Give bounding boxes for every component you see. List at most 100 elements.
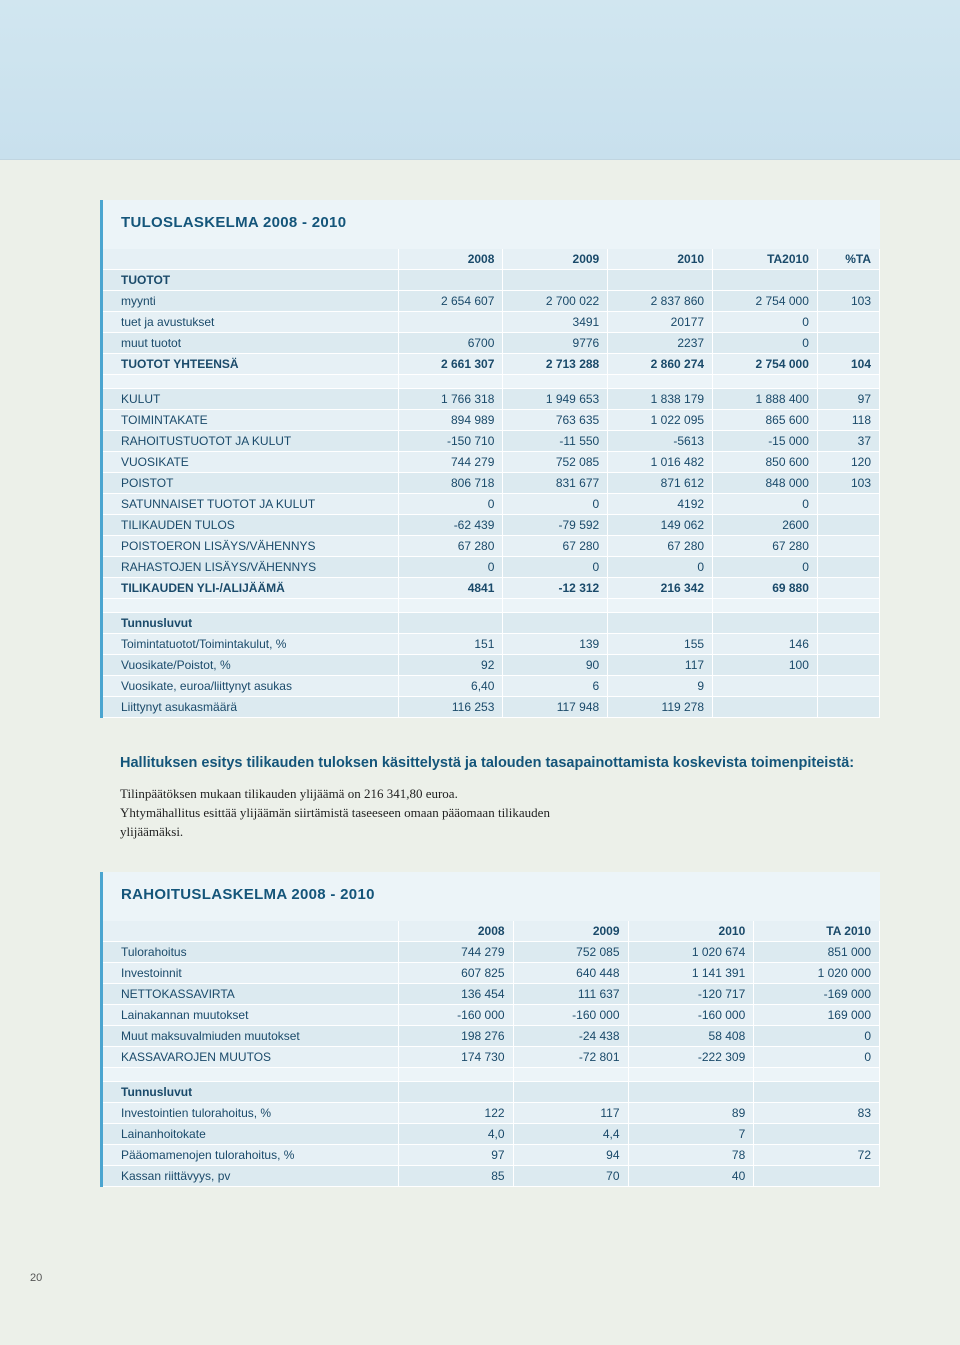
table-cell: 6,40 [398,676,503,697]
table-row: Tunnusluvut [103,1081,880,1102]
page-content: TULOSLASKELMA 2008 - 2010 200820092010TA… [0,160,960,1252]
table-row: Liittynyt asukasmäärä116 253117 948119 2… [103,697,880,718]
table-cell: -160 000 [398,1004,513,1025]
table-cell: 2 654 607 [398,291,503,312]
table-cell [608,375,713,389]
table-cell [503,599,608,613]
tuloslaskelma-panel: TULOSLASKELMA 2008 - 2010 200820092010TA… [100,200,880,718]
table-cell [628,1081,754,1102]
table-cell: 851 000 [754,941,880,962]
table-cell: KULUT [103,389,398,410]
column-header: 2008 [398,249,503,270]
table-cell: 100 [713,655,818,676]
table-cell: 2600 [713,515,818,536]
table-cell: 1 016 482 [608,452,713,473]
table-cell: Investointien tulorahoitus, % [103,1102,398,1123]
table-cell: 9 [608,676,713,697]
table-cell: 744 279 [398,941,513,962]
table-cell [713,270,818,291]
table-cell: 9776 [503,333,608,354]
table-cell: 149 062 [608,515,713,536]
table-cell [503,375,608,389]
rahoituslaskelma-title: RAHOITUSLASKELMA 2008 - 2010 [103,872,880,921]
table-row: TUOTOT [103,270,880,291]
table-cell: tuet ja avustukset [103,312,398,333]
table-cell [817,676,879,697]
table-row [103,599,880,613]
table-row: TOIMINTAKATE894 989763 6351 022 095865 6… [103,410,880,431]
table-cell: -79 592 [503,515,608,536]
table-cell [513,1081,628,1102]
column-header: 2009 [513,921,628,942]
table-cell: TUOTOT YHTEENSÄ [103,354,398,375]
table-cell: Tunnusluvut [103,1081,398,1102]
table-cell: 763 635 [503,410,608,431]
table-cell: 894 989 [398,410,503,431]
table-cell [817,312,879,333]
table-cell: 120 [817,452,879,473]
table-cell: TUOTOT [103,270,398,291]
table-cell: 67 280 [398,536,503,557]
table-cell: 865 600 [713,410,818,431]
table-cell: 1 022 095 [608,410,713,431]
column-header: 2008 [398,921,513,942]
table-cell: 4,4 [513,1123,628,1144]
table-cell [817,494,879,515]
table-cell: Lainanhoitokate [103,1123,398,1144]
table-cell: 871 612 [608,473,713,494]
table-cell [713,613,818,634]
table-cell: 216 342 [608,578,713,599]
table-cell: Muut maksuvalmiuden muutokset [103,1025,398,1046]
table-cell: -120 717 [628,983,754,1004]
rahoituslaskelma-panel: RAHOITUSLASKELMA 2008 - 2010 20082009201… [100,872,880,1187]
table-cell: 40 [628,1165,754,1186]
table-cell: 6700 [398,333,503,354]
table-cell: 118 [817,410,879,431]
table-cell: Pääomamenojen tulorahoitus, % [103,1144,398,1165]
table-row: TILIKAUDEN YLI-/ALIJÄÄMÄ4841-12 312216 3… [103,578,880,599]
table-row: Tulorahoitus744 279752 0851 020 674851 0… [103,941,880,962]
table-cell: 7 [628,1123,754,1144]
table-row: KASSAVAROJEN MUUTOS174 730-72 801-222 30… [103,1046,880,1067]
table-cell [608,270,713,291]
column-header [103,249,398,270]
table-cell: 0 [398,494,503,515]
table-cell: 850 600 [713,452,818,473]
header-band [0,0,960,160]
table-cell [817,375,879,389]
table-cell: TILIKAUDEN TULOS [103,515,398,536]
table-row: TILIKAUDEN TULOS-62 439-79 592149 062260… [103,515,880,536]
table-cell: 103 [817,291,879,312]
table-cell [608,613,713,634]
table-cell [817,515,879,536]
prose-text: Tilinpäätöksen mukaan tilikauden ylijääm… [120,785,580,842]
table-cell: 85 [398,1165,513,1186]
table-cell: 111 637 [513,983,628,1004]
table-cell: VUOSIKATE [103,452,398,473]
table-cell: 72 [754,1144,880,1165]
table-cell: KASSAVAROJEN MUUTOS [103,1046,398,1067]
table-row: Tunnusluvut [103,613,880,634]
table-row: NETTOKASSAVIRTA136 454111 637-120 717-16… [103,983,880,1004]
table-cell: 1 766 318 [398,389,503,410]
table-cell [713,697,818,718]
table-cell: 155 [608,634,713,655]
table-cell: Lainakannan muutokset [103,1004,398,1025]
table-cell: 90 [503,655,608,676]
column-header: TA 2010 [754,921,880,942]
table-cell: Tunnusluvut [103,613,398,634]
table-cell: 752 085 [513,941,628,962]
table-cell: 146 [713,634,818,655]
table-cell [817,536,879,557]
table-row: Toimintatuotot/Toimintakulut, %151139155… [103,634,880,655]
table-cell [713,599,818,613]
table-cell [817,655,879,676]
table-cell: 0 [398,557,503,578]
table-cell: 2 860 274 [608,354,713,375]
table-cell: RAHOITUSTUOTOT JA KULUT [103,431,398,452]
table-cell: 2 837 860 [608,291,713,312]
table-row: Lainanhoitokate4,04,47 [103,1123,880,1144]
table-row: myynti2 654 6072 700 0222 837 8602 754 0… [103,291,880,312]
table-cell: -72 801 [513,1046,628,1067]
column-header: 2010 [608,249,713,270]
